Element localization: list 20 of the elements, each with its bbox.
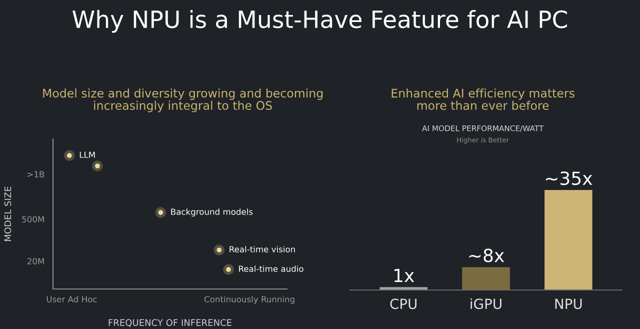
text: Why NPU is a Must-Have Feature for AI PC — [72, 10, 567, 33]
data-label: 1x — [394, 268, 414, 282]
text: MODEL SIZE — [4, 186, 12, 241]
data-label: ~35x — [546, 171, 592, 186]
text: Model size and diversity growing and becoming increasingly integral to the OS — [43, 88, 323, 112]
text: User Ad Hoc — [46, 296, 97, 302]
x-tick-label: CPU — [390, 298, 416, 310]
text: 20M — [27, 258, 44, 264]
data-label: ~8x — [469, 248, 504, 262]
text: LLM — [80, 152, 95, 158]
text: 500M — [22, 216, 44, 222]
x-tick-label: NPU — [555, 298, 582, 310]
text: Real-time audio — [239, 265, 304, 272]
text: FREQUENCY OF INFERENCE — [108, 319, 232, 328]
text: Real-time vision — [230, 246, 295, 252]
text: Continuously Running — [204, 296, 294, 304]
text: >1B — [28, 171, 44, 178]
x-tick-label: iGPU — [470, 298, 502, 310]
text: Background models — [171, 208, 253, 217]
chart-title: Enhanced AI efficiency matters more than ever before — [392, 88, 574, 110]
